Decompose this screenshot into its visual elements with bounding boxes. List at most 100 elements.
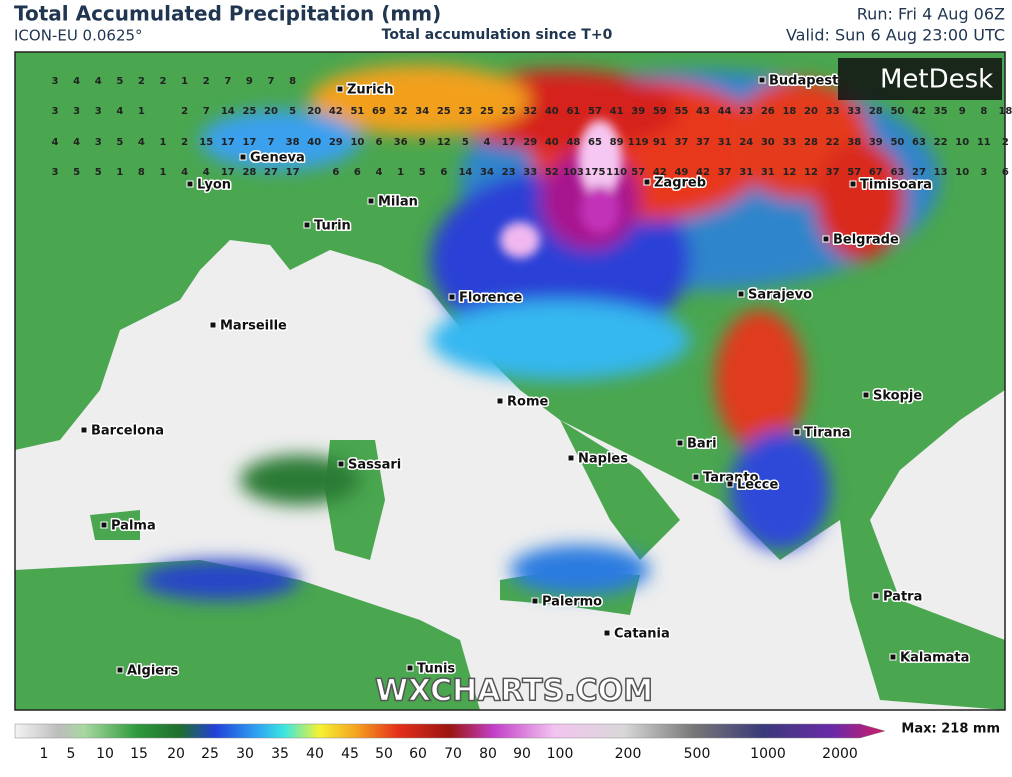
colorbar-tick-label: 100 (547, 746, 574, 762)
grid-value: 1 (138, 106, 145, 117)
city-marker (793, 428, 801, 436)
grid-values: 3 4 4 5 2 2 1 2 7 9 7 83 3 3 4 1 2 7 14 25 20 5 20 42 51 69 32 34 25… (52, 76, 1012, 178)
city-marker (889, 653, 897, 661)
grid-value: 3 (52, 106, 59, 117)
grid-value: 59 (653, 106, 667, 117)
grid-value: 1 (181, 76, 188, 87)
grid-value: 38 (286, 137, 300, 148)
colorbar-tick-label: 35 (271, 746, 289, 762)
grid-value: 28 (804, 137, 818, 148)
grid-value: 40 (307, 137, 321, 148)
colorbar-tick-label: 40 (306, 746, 324, 762)
city-label: Zagreb (654, 176, 706, 191)
grid-value: 4 (138, 137, 145, 148)
city-label: Geneva (250, 151, 305, 166)
grid-value: 4 (52, 137, 59, 148)
city-marker (737, 290, 745, 298)
grid-value: 4 (95, 76, 102, 87)
grid-value: 31 (718, 137, 732, 148)
city-marker (116, 666, 124, 674)
grid-value: 23 (458, 106, 472, 117)
city-marker (643, 178, 651, 186)
grid-value: 41 (610, 106, 624, 117)
colorbar-tick-label: 45 (341, 746, 359, 762)
grid-value: 1 (116, 167, 123, 178)
grid-value: 39 (631, 106, 645, 117)
grid-value: 7 (203, 106, 210, 117)
grid-value: 10 (955, 167, 969, 178)
grid-value: 40 (545, 137, 559, 148)
grid-value: 20 (264, 106, 278, 117)
grid-value: 37 (826, 167, 840, 178)
grid-value: 25 (242, 106, 256, 117)
model: ICON-EU 0.0625° (14, 27, 143, 45)
grid-value: 2 (181, 137, 188, 148)
city-marker (567, 454, 575, 462)
city-label: Kalamata (900, 651, 969, 666)
grid-value: 33 (847, 106, 861, 117)
grid-value: 3 (52, 76, 59, 87)
city-label: Budapest (769, 74, 838, 89)
city-label: Florence (459, 291, 522, 306)
grid-value: 2 (160, 76, 167, 87)
grid-value: 91 (653, 137, 667, 148)
grid-value: 61 (566, 106, 580, 117)
city-label: Barcelona (91, 424, 164, 439)
city-marker (862, 391, 870, 399)
city-marker (448, 293, 456, 301)
map (15, 52, 1005, 710)
grid-value: 9 (959, 106, 966, 117)
grid-value: 37 (674, 137, 688, 148)
grid-value: 110 (606, 167, 627, 178)
grid-value: 26 (761, 106, 775, 117)
grid-value: 12 (437, 137, 451, 148)
grid-value: 35 (934, 106, 948, 117)
city-label: Bari (687, 437, 717, 452)
city-label: Taranto (703, 471, 759, 486)
grid-value: 17 (221, 137, 235, 148)
grid-value: 11 (977, 137, 991, 148)
grid-value: 4 (203, 167, 210, 178)
colorbar-ticks: 1 5 10 15 20 25 30 35 40 45 50 60 70 80 90 100 200 500 100… (40, 746, 858, 762)
grid-value: 52 (545, 167, 559, 178)
grid-value: 5 (116, 76, 123, 87)
grid-value: 4 (73, 137, 80, 148)
grid-value: 18 (998, 106, 1012, 117)
grid-value: 14 (458, 167, 472, 178)
grid-value: 34 (480, 167, 494, 178)
grid-value: 43 (696, 106, 710, 117)
grid-value: 10 (955, 137, 969, 148)
city-label: Belgrade (833, 233, 899, 248)
precip-blobs (140, 65, 940, 600)
grid-value: 2 (138, 76, 145, 87)
grid-value: 175 (585, 167, 606, 178)
colorbar-tick-label: 10 (96, 746, 114, 762)
grid-value: 1 (160, 137, 167, 148)
grid-value: 38 (847, 137, 861, 148)
grid-value: 7 (268, 76, 275, 87)
city-marker (336, 85, 344, 93)
grid-value: 63 (912, 137, 926, 148)
city-marker (100, 521, 108, 529)
grid-value: 36 (394, 137, 408, 148)
city-marker (80, 426, 88, 434)
grid-value: 2 (181, 106, 188, 117)
run: Run: Fri 4 Aug 06Z (857, 5, 1005, 24)
grid-value: 34 (415, 106, 429, 117)
grid-value: 15 (199, 137, 213, 148)
grid-value: 42 (696, 167, 710, 178)
city-label: Zurich (347, 83, 394, 98)
grid-value: 6 (1002, 167, 1009, 178)
logo-box (838, 58, 1002, 100)
city-label: Tunis (417, 662, 455, 677)
grid-value: 20 (307, 106, 321, 117)
logo: MetDesk (880, 65, 993, 95)
max-label: Max: 218 mm (901, 722, 1000, 737)
grid-value: 57 (631, 167, 645, 178)
colorbar-tick-label: 200 (615, 746, 642, 762)
grid-value: 4 (73, 76, 80, 87)
grid-value: 17 (221, 167, 235, 178)
city-label: Marseille (220, 319, 287, 334)
colorbar-tick-label: 70 (444, 746, 462, 762)
city-label: Tirana (804, 426, 851, 441)
